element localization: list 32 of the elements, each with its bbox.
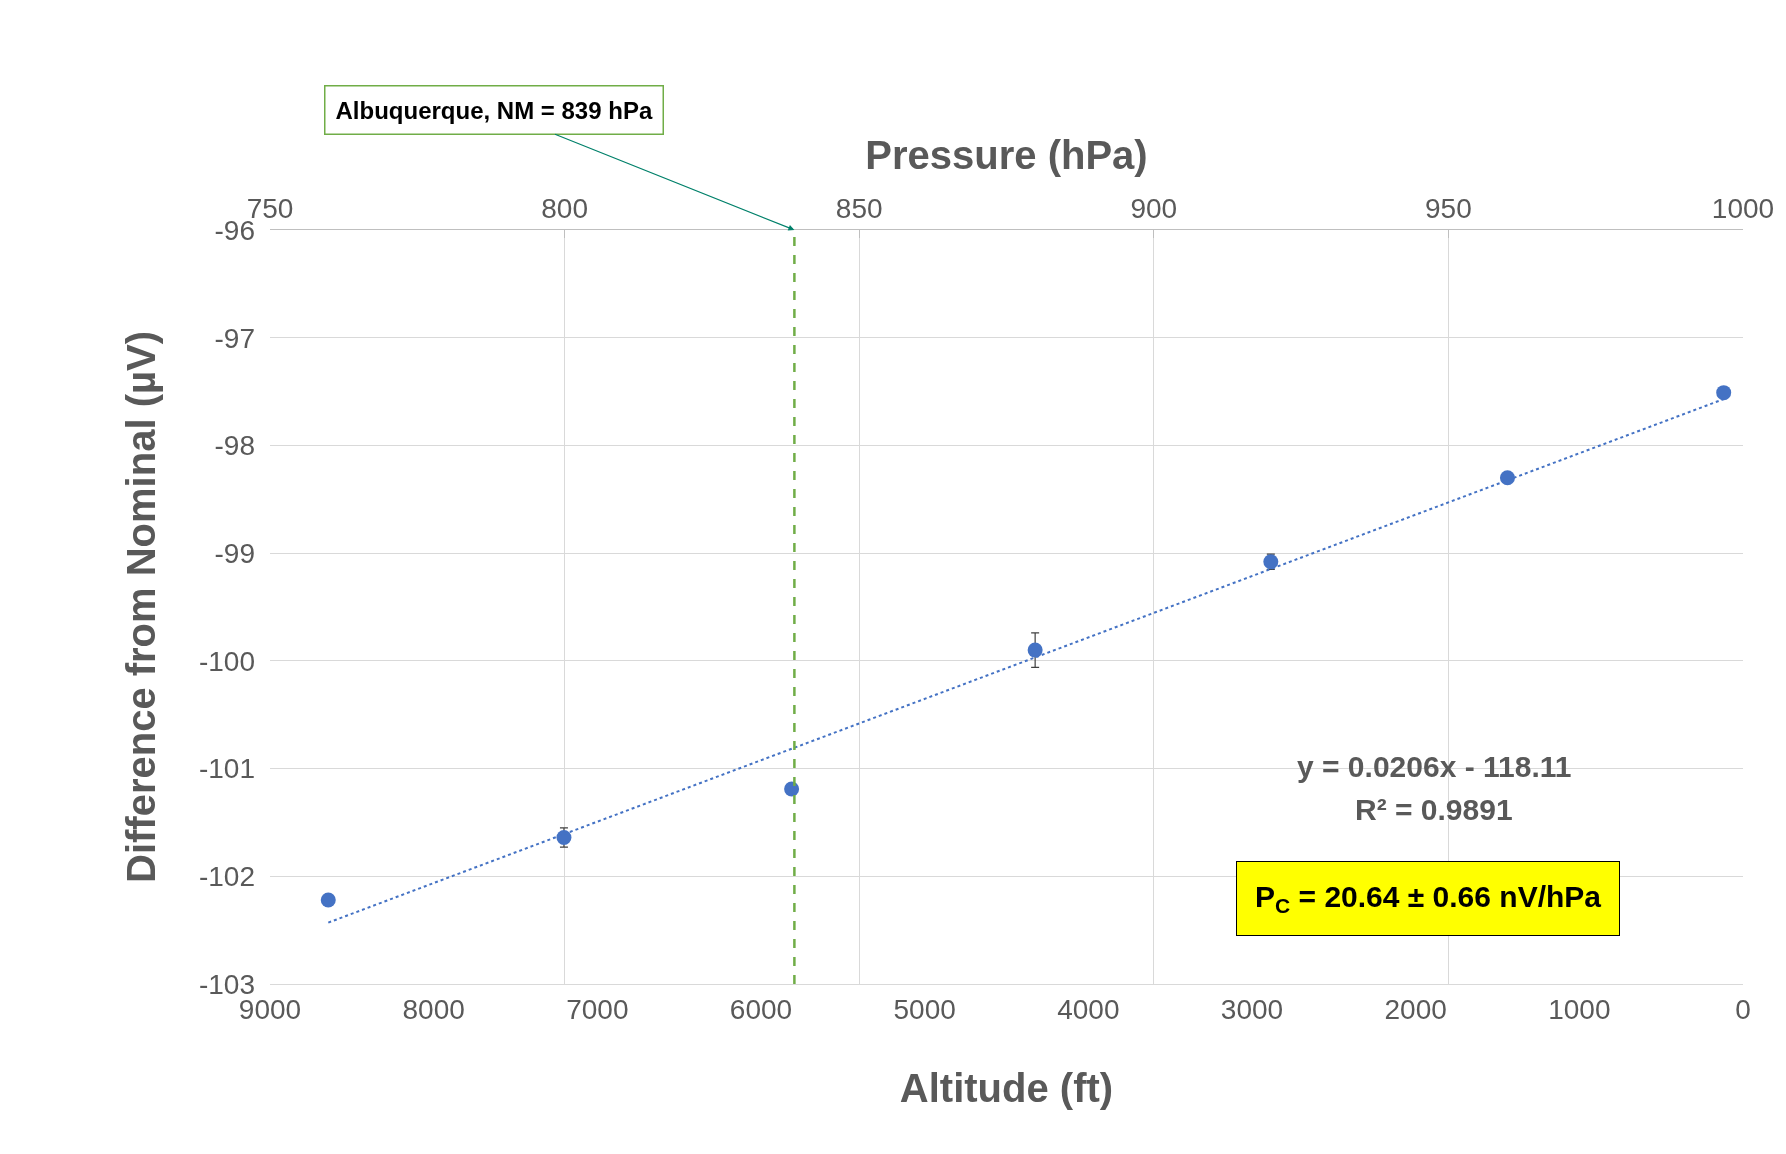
x-tick-label: 7000 [566,993,629,1025]
y-tick-label: -97 [214,322,255,354]
x-tick-label: 4000 [1057,993,1120,1025]
x-tick-label: 0 [1735,993,1751,1025]
x2-tick-label: 800 [541,192,588,224]
x-tick-label: 1000 [1548,993,1611,1025]
x2-axis-title: Pressure (hPa) [865,133,1148,178]
y-axis-title: Difference from Nominal (µV) [119,330,164,884]
point [784,781,800,797]
x-tick-label: 8000 [402,993,465,1025]
point [1027,642,1043,658]
ref-line-label: Albuquerque, NM = 839 hPa [335,96,653,124]
point [320,892,336,908]
x2-tick-label: 950 [1425,192,1472,224]
x-axis-title: Altitude (ft) [899,1066,1114,1111]
x2-tick-label: 900 [1130,192,1178,224]
annotation: R² = 0.9891 [1355,793,1513,826]
y-tick-label: -99 [214,537,255,569]
annotation: y = 0.0206x - 118.11 [1297,750,1572,783]
y-tick-label: -102 [198,861,255,893]
y-tick-label: -98 [214,430,255,462]
y-tick-label: -101 [198,753,255,785]
annotation: P$_{C}$ = 20.64 ± 0.66 nV/hPa [1255,880,1602,918]
x-tick-label: 6000 [729,993,793,1025]
x-tick-label: 2000 [1384,993,1447,1025]
point [1716,385,1732,401]
point [1499,470,1515,486]
y-tick-label: -100 [198,645,255,677]
x2-tick-label: 850 [835,192,883,224]
x-tick-label: 3000 [1220,993,1284,1025]
x2-tick-label: 1000 [1711,192,1775,224]
x-tick-label: 5000 [893,993,956,1025]
